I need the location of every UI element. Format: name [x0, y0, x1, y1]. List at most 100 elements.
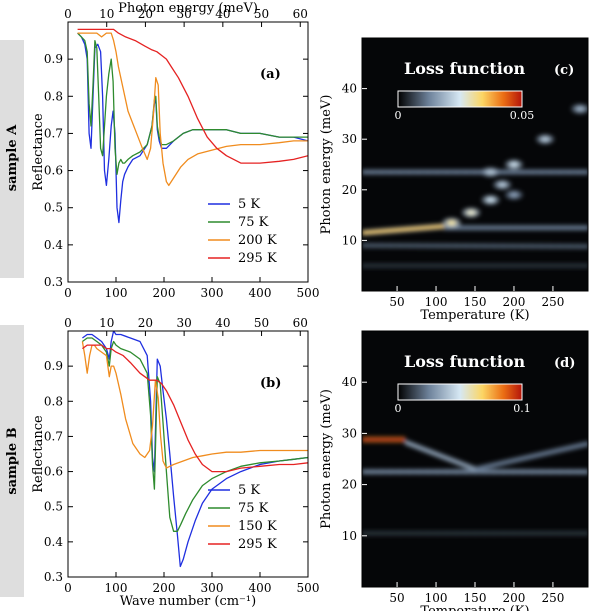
- loss-band: [469, 466, 473, 470]
- loss-band: [503, 226, 511, 230]
- loss-band: [559, 264, 570, 268]
- y-tick-label: 0.9: [44, 52, 63, 66]
- loss-band: [540, 470, 551, 474]
- loss-band: [456, 531, 467, 535]
- x-tick-label: 400: [249, 286, 272, 300]
- loss-band: [427, 531, 438, 535]
- loss-band: [371, 470, 382, 474]
- loss-band: [409, 470, 420, 474]
- loss-band: [389, 228, 394, 232]
- y-tick-label: 10: [342, 233, 357, 247]
- loss-spot: [575, 105, 586, 112]
- loss-band: [375, 230, 380, 234]
- loss-band: [551, 226, 559, 230]
- loss-band: [512, 264, 523, 268]
- loss-band: [550, 450, 556, 454]
- loss-band: [550, 244, 561, 248]
- loss-band: [370, 438, 374, 442]
- loss-band: [466, 464, 470, 468]
- sample-a-strip: [0, 40, 24, 278]
- loss-band: [387, 438, 390, 442]
- y-tick-label: 0.3: [44, 570, 63, 584]
- loss-spot: [485, 196, 496, 203]
- colorbar-max-label: 0.05: [510, 109, 535, 122]
- loss-band: [437, 170, 448, 174]
- loss-band: [493, 531, 504, 535]
- loss-band: [465, 470, 476, 474]
- loss-spot: [497, 181, 508, 188]
- loss-band: [536, 453, 542, 457]
- loss-band: [422, 447, 426, 451]
- loss-band: [578, 264, 588, 268]
- heatmap-title: Loss function: [404, 352, 526, 371]
- y-tick-label: 0.8: [44, 89, 63, 103]
- loss-spot: [508, 191, 519, 198]
- loss-band: [451, 459, 456, 463]
- top-x-tick-label: 40: [215, 7, 230, 21]
- loss-band: [428, 450, 432, 454]
- y-axis-label: Reflectance: [31, 113, 46, 191]
- loss-band: [448, 458, 453, 462]
- loss-band: [418, 470, 429, 474]
- loss-band: [540, 264, 551, 268]
- loss-band: [522, 456, 528, 460]
- loss-band: [409, 244, 420, 248]
- loss-function-panel-d: 50 100 150 200 250 10 20 30 40 Photon energy (meV…: [319, 330, 589, 611]
- loss-band: [409, 170, 420, 174]
- loss-band: [493, 462, 500, 466]
- y-tick-label: 20: [342, 478, 357, 492]
- loss-band: [522, 264, 533, 268]
- loss-band: [531, 244, 542, 248]
- loss-band: [440, 224, 445, 228]
- loss-band: [446, 264, 457, 268]
- loss-band: [403, 438, 406, 442]
- panel-label: (a): [260, 67, 281, 82]
- loss-band: [449, 226, 457, 230]
- top-x-tick-label: 20: [138, 7, 153, 21]
- loss-band: [457, 461, 461, 465]
- loss-band: [485, 226, 493, 230]
- loss-band: [503, 470, 514, 474]
- loss-band: [380, 531, 391, 535]
- loss-band: [475, 244, 486, 248]
- loss-band: [427, 470, 438, 474]
- loss-band: [380, 244, 391, 248]
- loss-spot: [466, 209, 477, 216]
- loss-band: [419, 446, 423, 450]
- top-x-tick-label: 0: [64, 316, 72, 330]
- loss-band: [531, 170, 542, 174]
- y-axis-label: Photon energy (meV): [319, 95, 334, 235]
- loss-band: [371, 170, 382, 174]
- loss-band: [399, 264, 410, 268]
- loss-band: [439, 454, 444, 458]
- loss-band: [522, 170, 533, 174]
- y-tick-label: 40: [342, 375, 357, 389]
- loss-band: [430, 225, 435, 229]
- loss-band: [433, 225, 438, 229]
- loss-band: [550, 531, 561, 535]
- panel-label: (c): [554, 63, 574, 78]
- loss-band: [512, 170, 523, 174]
- plot-frame: [67, 330, 309, 578]
- loss-spot: [446, 219, 457, 226]
- heatmap-background: [362, 331, 588, 587]
- y-tick-label: 0.3: [44, 275, 63, 289]
- y-tick-label: 0.5: [44, 500, 63, 514]
- loss-band: [372, 230, 377, 234]
- loss-band: [407, 442, 412, 446]
- loss-band: [569, 531, 580, 535]
- y-tick-label: 20: [342, 183, 357, 197]
- loss-band: [578, 170, 588, 174]
- top-x-tick-label: 50: [254, 316, 269, 330]
- y-tick-label: 30: [342, 132, 357, 146]
- loss-band: [392, 228, 397, 232]
- loss-band: [578, 531, 588, 535]
- legend-entry: 295 K: [238, 537, 277, 552]
- loss-band: [559, 448, 566, 452]
- loss-band: [426, 225, 431, 229]
- loss-band: [503, 531, 514, 535]
- loss-band: [418, 264, 429, 268]
- loss-band: [517, 457, 523, 461]
- series-line-200k: [77, 32, 308, 187]
- loss-band: [442, 455, 447, 459]
